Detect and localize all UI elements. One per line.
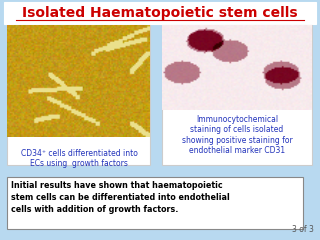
Text: Isolated Haematopoietic stem cells: Isolated Haematopoietic stem cells — [22, 6, 298, 20]
Text: CD34⁺ cells differentiated into
ECs using  growth factors: CD34⁺ cells differentiated into ECs usin… — [20, 149, 137, 168]
FancyBboxPatch shape — [7, 177, 303, 229]
Text: Initial results have shown that haematopoietic
stem cells can be differentiated : Initial results have shown that haematop… — [11, 181, 230, 214]
FancyBboxPatch shape — [4, 2, 316, 24]
Text: 3 of 3: 3 of 3 — [292, 225, 314, 234]
FancyBboxPatch shape — [7, 25, 150, 165]
FancyBboxPatch shape — [162, 25, 312, 165]
Text: Immunocytochemical
staining of cells isolated
showing positive staining for
endo: Immunocytochemical staining of cells iso… — [182, 115, 292, 155]
